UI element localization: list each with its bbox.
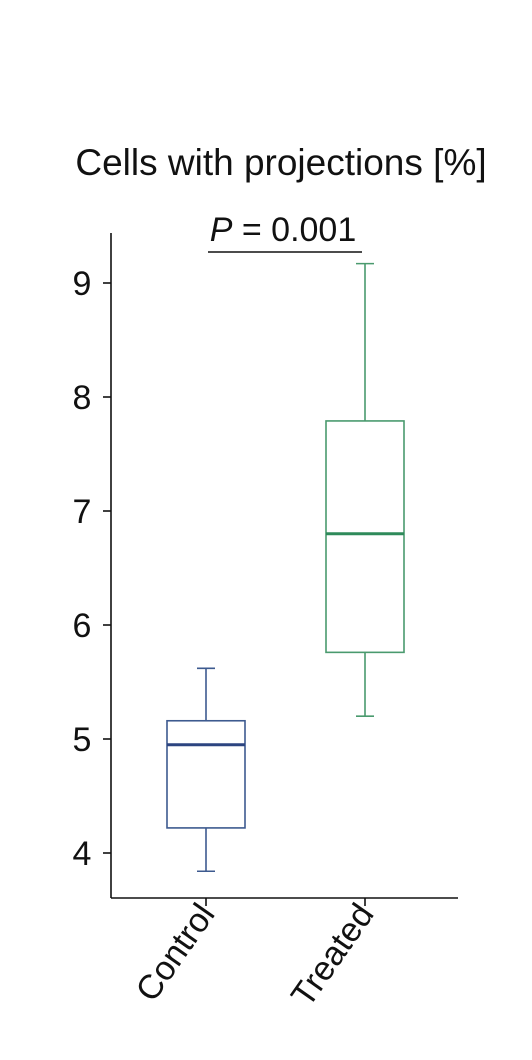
y-tick-label: 9 <box>73 265 92 303</box>
chart-title: Cells with projections [%] <box>75 142 486 183</box>
p-value-text: = 0.001 <box>232 211 356 249</box>
p-value-symbol: P <box>210 211 233 249</box>
y-tick-label: 4 <box>73 835 92 873</box>
box-treated <box>325 262 405 718</box>
box-control <box>166 667 246 873</box>
x-tick-label: Control <box>129 897 223 1009</box>
x-tick-label: Treated <box>284 897 382 1014</box>
box-iqr <box>166 719 246 829</box>
p-value-annotation: P = 0.001 <box>210 211 357 249</box>
y-tick-label: 7 <box>73 493 92 531</box>
y-tick-label: 8 <box>73 379 92 417</box>
boxes <box>166 262 405 873</box>
y-tick-label: 5 <box>73 721 92 759</box>
x-ticks: Control Treated <box>129 897 382 1014</box>
box-iqr <box>325 420 405 654</box>
y-ticks: 4 5 6 7 8 9 <box>73 265 111 873</box>
y-tick-label: 6 <box>73 607 92 645</box>
